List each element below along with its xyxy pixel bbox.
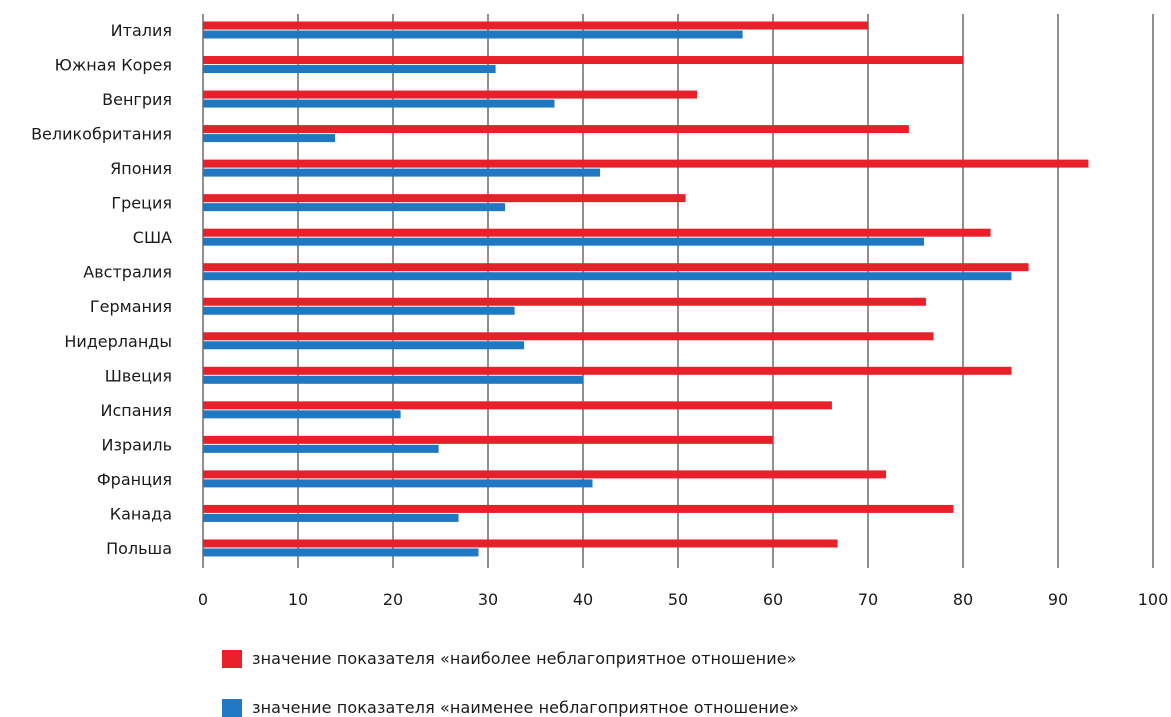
bar-least-14 <box>203 513 459 522</box>
bar-worst-3 <box>203 125 909 134</box>
category-label: Франция <box>97 470 172 489</box>
bar-worst-5 <box>203 194 686 203</box>
bar-worst-1 <box>203 56 963 65</box>
category-label: Польша <box>106 539 172 558</box>
x-tick-label: 100 <box>1138 590 1169 609</box>
x-tick-label: 30 <box>478 590 498 609</box>
bar-least-2 <box>203 99 555 108</box>
bar-least-4 <box>203 168 601 177</box>
x-tick-label: 80 <box>953 590 973 609</box>
category-label: США <box>133 228 172 247</box>
legend-item-least: значение показателя «наименее неблагопри… <box>222 698 799 717</box>
x-tick-label: 60 <box>763 590 783 609</box>
legend-item-worst: значение показателя «наиболее неблагопри… <box>222 649 797 668</box>
bar-worst-6 <box>203 228 991 237</box>
bar-worst-14 <box>203 504 954 513</box>
bar-least-7 <box>203 272 1012 281</box>
bar-least-3 <box>203 134 336 143</box>
x-tick-label: 20 <box>383 590 403 609</box>
bar-worst-4 <box>203 159 1089 168</box>
bar-least-0 <box>203 30 743 39</box>
legend-swatch-worst <box>222 649 242 668</box>
bar-least-8 <box>203 306 515 315</box>
x-tick-label: 50 <box>668 590 688 609</box>
x-tick-label: 90 <box>1048 590 1068 609</box>
bar-worst-12 <box>203 435 773 444</box>
x-tick-label: 70 <box>858 590 878 609</box>
category-label: Германия <box>90 297 172 316</box>
legend-label-least: значение показателя «наименее неблагопри… <box>252 698 800 717</box>
bar-least-6 <box>203 237 925 246</box>
bar-worst-0 <box>203 21 868 30</box>
category-label: Нидерланды <box>64 332 172 351</box>
bar-worst-9 <box>203 332 934 341</box>
category-label: Швеция <box>105 366 172 385</box>
legend-label-worst: значение показателя «наиболее неблагопри… <box>252 649 797 668</box>
bar-least-13 <box>203 479 593 488</box>
category-label: Япония <box>110 159 172 178</box>
bars <box>203 21 1089 557</box>
category-label: Великобритания <box>31 125 172 144</box>
x-tick-label: 40 <box>573 590 593 609</box>
category-label: Венгрия <box>102 90 172 109</box>
legend-swatch-least <box>222 698 242 717</box>
category-label: Греция <box>111 194 172 213</box>
bar-least-11 <box>203 410 401 419</box>
x-tick-label: 0 <box>198 590 208 609</box>
category-label: Австралия <box>83 263 172 282</box>
bar-least-15 <box>203 548 479 557</box>
category-label: Канада <box>110 504 172 523</box>
bar-chart: Италия Южная Корея Венгрия Великобритания Яп… <box>31 14 1168 609</box>
bar-least-10 <box>203 375 583 384</box>
bar-least-12 <box>203 444 439 453</box>
category-label: Испания <box>100 401 172 420</box>
bar-least-1 <box>203 65 496 74</box>
bar-worst-15 <box>203 539 838 548</box>
category-label: Южная Корея <box>55 56 172 75</box>
bar-least-9 <box>203 341 525 350</box>
x-tick-labels: 0 10 20 30 40 50 60 70 80 90 100 <box>198 590 1168 609</box>
category-label: Израиль <box>102 435 173 454</box>
bar-least-5 <box>203 203 506 212</box>
bar-worst-8 <box>203 297 926 306</box>
category-labels: Италия Южная Корея Венгрия Великобритания Яп… <box>31 21 172 558</box>
category-label: Италия <box>111 21 172 40</box>
bar-worst-2 <box>203 90 697 99</box>
bar-worst-13 <box>203 470 887 479</box>
x-tick-label: 10 <box>288 590 308 609</box>
bar-worst-7 <box>203 263 1029 272</box>
bar-worst-11 <box>203 401 832 410</box>
bar-worst-10 <box>203 366 1012 375</box>
